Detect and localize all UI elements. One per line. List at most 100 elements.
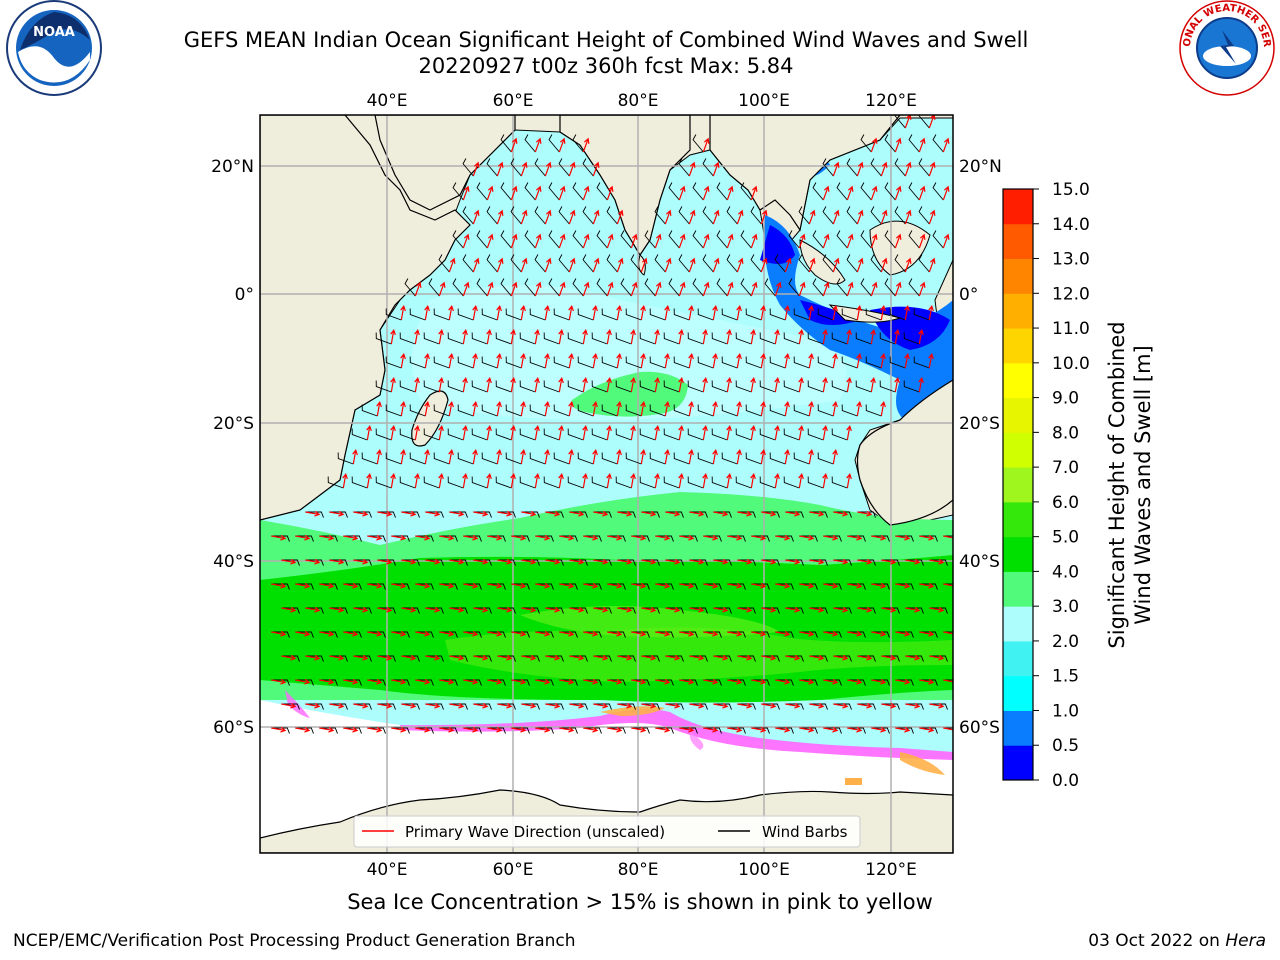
wave-direction-arrow [832, 400, 838, 417]
wind-barb [833, 703, 852, 710]
wind-barb [823, 535, 842, 542]
wind-barb [908, 182, 920, 201]
legend-wave-direction: Primary Wave Direction (unscaled) [405, 823, 665, 841]
wave-direction-arrow [823, 582, 839, 589]
wave-direction-arrow [737, 702, 753, 709]
wave-direction-arrow [750, 233, 758, 249]
wave-direction-arrow [784, 400, 790, 417]
wave-direction-arrow [486, 472, 492, 489]
wind-barb [511, 535, 530, 542]
legend-wind-barbs: Wind Barbs [762, 823, 848, 841]
wave-direction-arrow [847, 726, 863, 733]
wind-barb [737, 607, 756, 614]
wave-direction-arrow [679, 726, 695, 733]
wind-barb [353, 655, 372, 662]
wind-barb [761, 655, 780, 662]
wave-direction-arrow [894, 137, 902, 153]
wind-barb [487, 535, 506, 542]
wind-barb [639, 380, 656, 393]
wind-barb [823, 583, 842, 590]
wave-direction-arrow [353, 558, 369, 565]
wind-barb [775, 679, 794, 686]
lon-tick-bottom: 120°E [865, 860, 917, 880]
wind-barb [401, 607, 420, 614]
wind-barb [689, 655, 708, 662]
wave-direction-arrow [448, 352, 454, 369]
wind-barb [665, 655, 684, 662]
wind-barb [740, 230, 752, 249]
wind-barb [495, 476, 512, 489]
wind-barb [353, 511, 372, 518]
wave-direction-arrow [702, 233, 710, 249]
wind-barb [641, 607, 660, 614]
wave-direction-arrow [822, 185, 830, 201]
wave-direction-arrow [534, 233, 542, 249]
wind-barb [889, 308, 906, 321]
lat-tick-right: 60°S [959, 718, 1000, 738]
wind-barb [617, 511, 636, 518]
wind-barb [798, 254, 810, 273]
wind-barb [822, 158, 834, 177]
wave-direction-arrow [486, 376, 492, 393]
wind-barb [385, 308, 402, 321]
wind-barb [641, 703, 660, 710]
wave-direction-arrow [367, 630, 383, 637]
wave-direction-arrow [353, 510, 369, 517]
wind-barb [673, 308, 690, 321]
wave-direction-arrow [343, 582, 359, 589]
wave-direction-arrow [799, 534, 815, 541]
wave-direction-arrow [414, 424, 420, 441]
wind-barb [593, 559, 612, 566]
wave-direction-arrow [462, 328, 468, 345]
wind-barb [607, 535, 626, 542]
wind-barb [409, 404, 426, 417]
wind-barb [879, 380, 896, 393]
wave-direction-arrow [808, 352, 814, 369]
wave-direction-arrow [832, 352, 838, 369]
wave-direction-arrow [630, 472, 636, 489]
wind-barb [305, 655, 324, 662]
colorbar-bin [1003, 536, 1033, 572]
wave-direction-arrow [640, 400, 646, 417]
wave-direction-arrow [366, 472, 372, 489]
wind-barb [607, 679, 626, 686]
wave-direction-arrow [703, 630, 719, 637]
wind-barb [759, 476, 776, 489]
colorbar-tick-label: 0.5 [1052, 736, 1079, 756]
wind-barb [511, 679, 530, 686]
wave-direction-arrow [702, 424, 708, 441]
wind-barb [601, 308, 618, 321]
wind-barb [665, 511, 684, 518]
colorbar-bin [1003, 571, 1033, 607]
wave-direction-arrow [678, 328, 684, 345]
wind-barb [271, 583, 290, 590]
wave-direction-arrow [630, 424, 636, 441]
wave-direction-arrow [751, 726, 767, 733]
wave-direction-arrow [511, 630, 527, 637]
wave-direction-arrow [775, 630, 791, 637]
wave-direction-arrow [750, 472, 756, 489]
wind-barb [737, 559, 756, 566]
wind-and-wave-vectors [271, 115, 953, 734]
wind-barb [703, 679, 722, 686]
wind-barb [591, 332, 608, 345]
wave-direction-arrow [353, 654, 369, 661]
wind-barb [918, 254, 930, 273]
wind-barb [457, 308, 474, 321]
wave-direction-arrow [439, 534, 455, 541]
wind-barb [476, 182, 488, 201]
wind-barb [799, 727, 818, 734]
wave-direction-arrow [295, 726, 311, 733]
wind-barb [377, 607, 396, 614]
wind-barb [929, 703, 948, 710]
wave-direction-arrow [856, 400, 862, 417]
wind-barb [702, 158, 714, 177]
wave-direction-arrow [856, 304, 862, 321]
lat-tick-right: 20°S [959, 414, 1000, 434]
wind-barb [703, 583, 722, 590]
wind-barb [559, 535, 578, 542]
wave-direction-arrow [582, 328, 588, 345]
wind-barb [447, 428, 464, 441]
wind-barb [535, 679, 554, 686]
wind-barb [833, 607, 852, 614]
